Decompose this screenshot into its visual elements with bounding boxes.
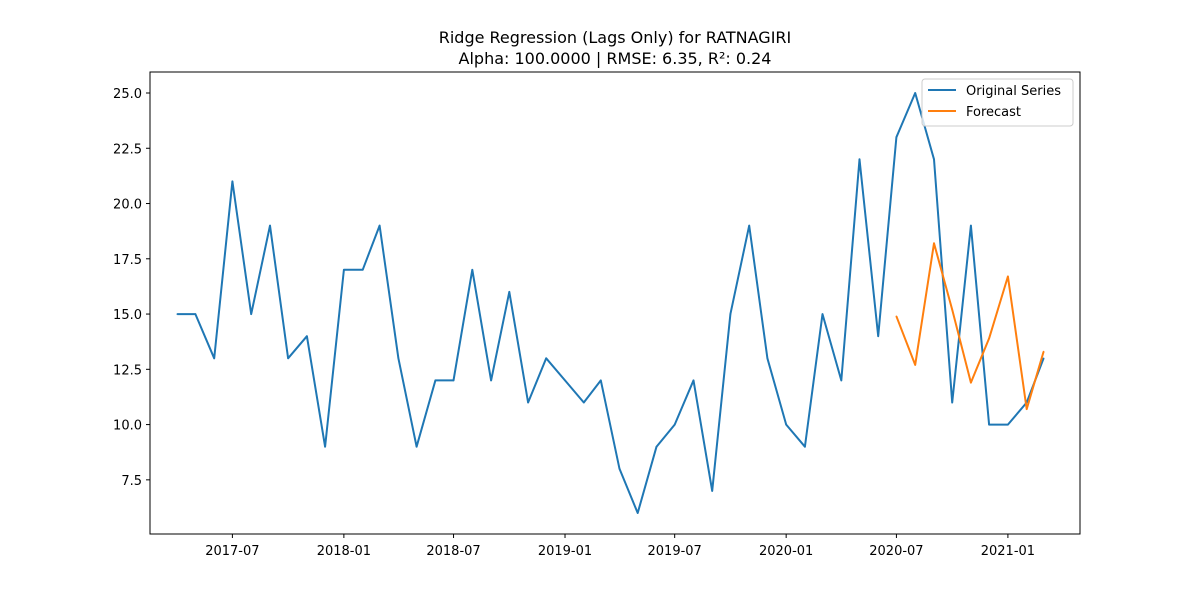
x-tick-label-2019-07: 2019-07 [648,544,702,559]
data-point-original-series-5 [269,224,271,227]
data-point-original-series-27 [673,423,676,426]
data-point-original-series-1 [194,313,197,315]
legend-label-original-series: Original Series [966,84,1061,99]
data-point-original-series-21 [564,379,566,382]
y-tick-label-12-5: 12.5 [113,363,142,378]
data-point-forecast-4 [970,381,972,384]
data-point-original-series-13 [415,445,418,448]
data-point-original-series-11 [378,224,381,227]
legend: Original Series Forecast [921,78,1074,127]
x-tick-label-2017-07: 2017-07 [205,544,259,559]
data-point-original-series-39 [895,136,898,138]
data-point-original-series-30 [729,313,732,315]
x-tick-label-2018-07: 2018-07 [426,544,480,559]
data-point-original-series-40 [914,92,916,94]
data-point-original-series-24 [618,468,621,470]
y-tick-label-7-5: 7.5 [121,474,142,489]
data-point-original-series-42 [951,401,953,404]
data-point-forecast-1 [914,364,916,366]
series-line-original-series [177,92,1045,514]
data-point-forecast-8 [1042,350,1045,353]
data-point-forecast-7 [1025,408,1028,410]
legend-label-forecast: Forecast [966,105,1021,120]
y-axis-ticks: 7.5 10.0 12.5 15.0 17.5 20.0 22.5 25.0 [113,87,150,489]
legend-box [921,78,1074,127]
plot-area-frame [149,71,1081,535]
data-point-original-series-22 [583,401,585,404]
data-point-original-series-18 [508,291,511,293]
data-point-original-series-3 [231,180,234,183]
data-point-original-series-43 [970,224,972,227]
chart-title: Ridge Regression (Lags Only) for RATNAGI… [439,28,792,47]
data-point-original-series-47 [1042,357,1045,360]
data-point-forecast-6 [1007,275,1009,278]
data-point-original-series-33 [785,423,787,426]
data-point-forecast-3 [951,308,953,311]
data-point-original-series-35 [821,313,824,315]
data-point-original-series-28 [692,379,695,382]
data-point-original-series-37 [858,158,861,161]
data-point-original-series-8 [324,445,326,448]
data-point-forecast-2 [933,242,935,245]
data-point-original-series-45 [1007,423,1009,426]
data-point-original-series-23 [600,379,602,382]
data-point-original-series-7 [306,335,308,338]
data-point-original-series-17 [490,379,492,382]
data-point-original-series-14 [434,379,437,382]
data-point-original-series-19 [527,401,529,404]
y-tick-label-15-0: 15.0 [113,308,142,323]
x-tick-label-2018-01: 2018-01 [317,544,371,559]
data-point-original-series-4 [250,313,252,315]
x-tick-label-2021-01: 2021-01 [981,544,1035,559]
data-point-original-series-16 [471,269,474,271]
y-tick-label-10-0: 10.0 [113,419,142,434]
data-point-original-series-34 [804,445,806,448]
data-point-forecast-5 [988,337,990,340]
y-tick-label-22-5: 22.5 [113,142,142,157]
data-point-original-series-15 [452,379,455,382]
data-point-original-series-29 [711,490,713,492]
data-point-original-series-41 [933,158,935,161]
x-tick-label-2020-01: 2020-01 [759,544,813,559]
data-point-original-series-2 [213,357,215,360]
y-tick-label-25-0: 25.0 [113,87,142,102]
x-tick-label-2020-07: 2020-07 [869,544,923,559]
data-point-original-series-44 [988,423,990,426]
chart-subtitle: Alpha: 100.0000 | RMSE: 6.35, R²: 0.24 [459,49,772,68]
data-point-original-series-38 [877,335,879,338]
series-layer [176,92,1045,514]
data-point-original-series-10 [361,269,364,271]
data-point-original-series-0 [176,313,179,315]
y-tick-label-17-5: 17.5 [113,253,142,268]
data-point-forecast-0 [895,315,898,318]
data-point-original-series-6 [287,357,289,360]
data-point-original-series-12 [397,357,400,360]
data-point-original-series-20 [545,357,547,360]
data-point-original-series-31 [748,224,750,227]
data-point-original-series-26 [655,445,658,448]
data-point-original-series-25 [636,512,639,514]
x-axis-ticks: 2017-07 2018-01 2018-07 2019-01 2019-07 2020-… [205,534,1035,559]
data-point-original-series-32 [766,357,769,360]
data-point-original-series-36 [840,379,843,382]
data-point-original-series-9 [343,269,345,271]
x-tick-label-2019-01: 2019-01 [538,544,592,559]
y-tick-label-20-0: 20.0 [113,198,142,213]
